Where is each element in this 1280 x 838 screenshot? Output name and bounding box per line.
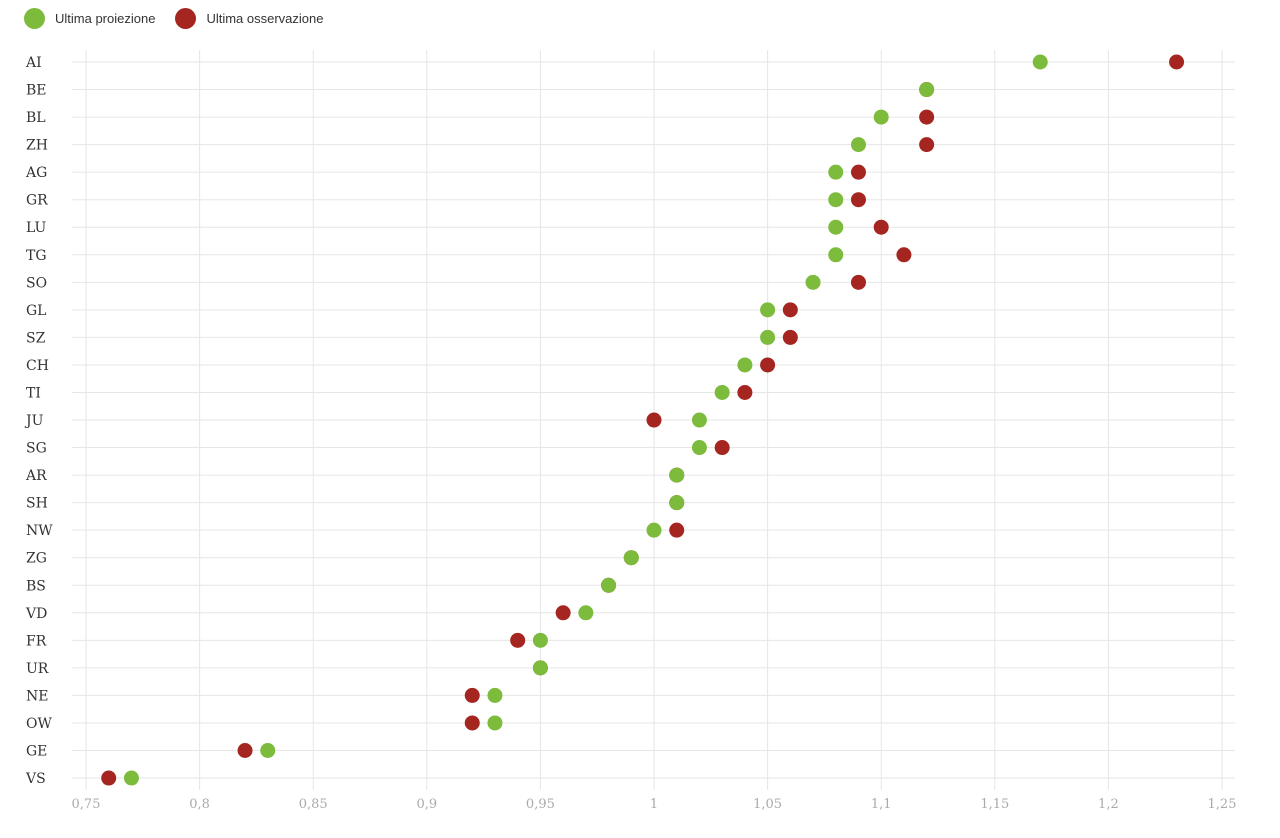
data-point: BE Ultima proiezione: 1.12 xyxy=(919,82,935,98)
data-point: VD Ultima osservazione: 0.96 xyxy=(555,605,571,621)
data-point: LU Ultima osservazione: 1.1 xyxy=(873,219,889,235)
category-label: NW xyxy=(26,523,53,539)
x-tick-label: 1,25 xyxy=(1208,797,1237,812)
data-point: SH Ultima proiezione: 1.01 xyxy=(669,495,685,511)
data-point: GR Ultima proiezione: 1.08 xyxy=(828,192,844,208)
category-label: UR xyxy=(26,661,49,677)
data-point: SZ Ultima osservazione: 1.06 xyxy=(782,329,798,345)
data-point: NW Ultima proiezione: 1 xyxy=(646,522,662,538)
category-label: OW xyxy=(26,716,52,732)
x-tick-label: 1,1 xyxy=(871,797,892,812)
data-point: TG Ultima proiezione: 1.08 xyxy=(828,247,844,263)
data-point: OW Ultima proiezione: 0.93 xyxy=(487,715,503,731)
legend-swatch xyxy=(24,8,45,29)
data-point: BL Ultima osservazione: 1.12 xyxy=(919,109,935,125)
x-tick-label: 1,15 xyxy=(980,797,1009,812)
data-point: NE Ultima proiezione: 0.93 xyxy=(487,687,503,703)
category-label: NE xyxy=(26,688,48,704)
data-point: FR Ultima proiezione: 0.95 xyxy=(532,632,548,648)
legend-item-projection[interactable]: Ultima proiezione xyxy=(24,8,155,29)
data-point: NW Ultima osservazione: 1.01 xyxy=(669,522,685,538)
category-label: GL xyxy=(26,303,46,319)
data-point: AI Ultima proiezione: 1.17 xyxy=(1032,54,1048,70)
data-point: FR Ultima osservazione: 0.94 xyxy=(510,632,526,648)
data-point: TI Ultima osservazione: 1.04 xyxy=(737,384,753,400)
data-point: ZH Ultima osservazione: 1.12 xyxy=(919,137,935,153)
data-point: AG Ultima osservazione: 1.09 xyxy=(850,164,866,180)
data-point: ZG Ultima proiezione: 0.99 xyxy=(623,550,639,566)
data-point: UR Ultima proiezione: 0.95 xyxy=(532,660,548,676)
category-label: AI xyxy=(25,55,42,71)
x-tick-label: 1,05 xyxy=(753,797,782,812)
category-label: SO xyxy=(26,275,47,291)
x-tick-label: 0,85 xyxy=(299,797,328,812)
data-point: SO Ultima osservazione: 1.09 xyxy=(850,274,866,290)
category-label: AR xyxy=(25,468,47,484)
x-tick-label: 0,95 xyxy=(526,797,555,812)
data-point: GR Ultima osservazione: 1.09 xyxy=(850,192,866,208)
data-point: NE Ultima osservazione: 0.92 xyxy=(464,687,480,703)
category-label: VS xyxy=(25,771,46,787)
legend-label: Ultima proiezione xyxy=(55,11,156,26)
category-label: FR xyxy=(26,633,47,649)
data-point: CH Ultima proiezione: 1.04 xyxy=(737,357,753,373)
category-label: GR xyxy=(26,193,48,209)
data-point: GL Ultima osservazione: 1.06 xyxy=(782,302,798,318)
x-tick-label: 1 xyxy=(650,797,658,812)
data-point: AG Ultima proiezione: 1.08 xyxy=(828,164,844,180)
data-point: CH Ultima osservazione: 1.05 xyxy=(760,357,776,373)
data-point: SO Ultima proiezione: 1.07 xyxy=(805,274,821,290)
data-point: SG Ultima osservazione: 1.03 xyxy=(714,440,730,456)
x-tick-label: 0,9 xyxy=(416,797,437,812)
data-point: LU Ultima proiezione: 1.08 xyxy=(828,219,844,235)
data-point: AI Ultima osservazione: 1.23 xyxy=(1169,54,1185,70)
category-label: TG xyxy=(26,248,47,264)
category-label: GE xyxy=(26,744,47,760)
data-point: VS Ultima proiezione: 0.77 xyxy=(123,770,139,786)
category-label: CH xyxy=(26,358,49,374)
data-point: ZH Ultima proiezione: 1.09 xyxy=(850,137,866,153)
data-point: JU Ultima osservazione: 1 xyxy=(646,412,662,428)
data-point: SZ Ultima proiezione: 1.05 xyxy=(760,329,776,345)
x-tick-label: 0,75 xyxy=(72,797,101,812)
data-point: BL Ultima proiezione: 1.1 xyxy=(873,109,889,125)
data-point: JU Ultima proiezione: 1.02 xyxy=(691,412,707,428)
x-tick-label: 0,8 xyxy=(189,797,210,812)
category-label: JU xyxy=(24,413,44,429)
data-point: SG Ultima proiezione: 1.02 xyxy=(691,440,707,456)
category-label: LU xyxy=(26,220,47,236)
data-point: GE Ultima proiezione: 0.83 xyxy=(260,743,276,758)
data-point: VS Ultima osservazione: 0.76 xyxy=(101,770,117,786)
data-point: GL Ultima proiezione: 1.05 xyxy=(760,302,776,318)
legend-swatch xyxy=(175,8,197,29)
legend: Ultima proiezione Ultima osservazione xyxy=(24,8,343,29)
category-label: BE xyxy=(26,83,47,99)
x-tick-label: 1,2 xyxy=(1098,797,1119,812)
category-label: BS xyxy=(26,578,46,594)
legend-label: Ultima osservazione xyxy=(206,11,324,26)
legend-item-observation[interactable]: Ultima osservazione xyxy=(175,8,323,29)
data-point: VD Ultima proiezione: 0.97 xyxy=(578,605,594,621)
category-label: ZH xyxy=(26,138,48,154)
data-point: TG Ultima osservazione: 1.11 xyxy=(896,247,912,263)
category-label: SZ xyxy=(26,330,46,346)
data-point: AR Ultima proiezione: 1.01 xyxy=(669,467,685,483)
category-label: VD xyxy=(25,606,47,622)
category-label: AG xyxy=(25,165,47,181)
data-point: OW Ultima osservazione: 0.92 xyxy=(464,715,480,731)
category-label: BL xyxy=(26,110,46,126)
category-label: TI xyxy=(26,385,41,401)
category-label: SH xyxy=(26,496,48,512)
category-label: SG xyxy=(26,441,47,457)
data-point: BS Ultima proiezione: 0.98 xyxy=(601,577,617,593)
category-label: ZG xyxy=(26,551,47,567)
data-point: TI Ultima proiezione: 1.03 xyxy=(714,384,730,400)
data-point: GE Ultima osservazione: 0.82 xyxy=(237,743,253,758)
